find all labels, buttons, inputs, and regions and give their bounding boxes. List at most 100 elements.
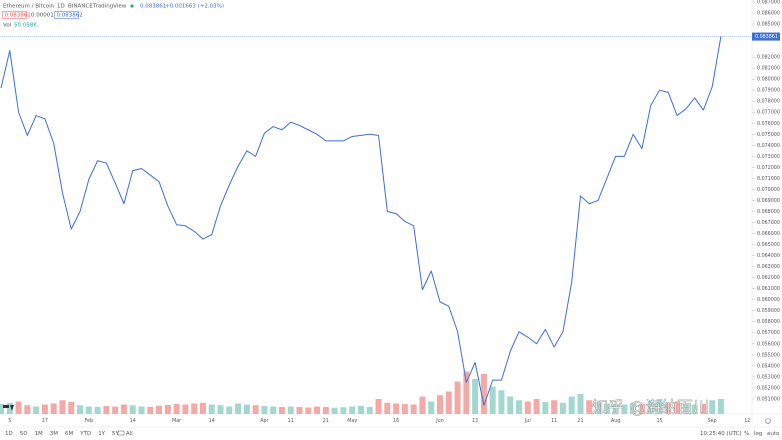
volume-bar	[208, 404, 215, 414]
volume-bar	[665, 402, 672, 414]
volume-bar	[235, 403, 242, 414]
volume-bar	[243, 404, 250, 414]
y-tick-label: 0.052000	[757, 385, 780, 391]
price-line	[0, 36, 722, 407]
volume-bar	[103, 406, 110, 414]
y-tick-label: 0.068000	[757, 209, 780, 215]
volume-bar	[164, 405, 171, 414]
x-tick-label: 15	[656, 418, 662, 424]
y-tick-label: 0.086000	[757, 11, 780, 17]
y-tick-label: 0.074000	[757, 143, 780, 149]
volume-bar	[691, 404, 698, 414]
x-tick-label: 5	[8, 418, 11, 424]
volume-bar	[331, 407, 338, 414]
bid[interactable]: 0.083861	[5, 13, 31, 19]
range-button[interactable]: YTD	[79, 431, 91, 437]
y-tick-label: 0.082000	[757, 55, 780, 61]
volume-bar	[375, 399, 382, 414]
ask[interactable]: 0.083862	[57, 13, 83, 19]
y-tick-label: 0.077000	[757, 110, 780, 116]
volume-bar	[59, 400, 66, 414]
date-range-icon[interactable]	[117, 430, 125, 436]
x-tick-label: May	[347, 418, 357, 424]
x-tick-label: Jun	[435, 418, 444, 424]
y-tick-label: 0.063000	[757, 264, 780, 270]
volume-bar	[419, 396, 426, 414]
scale-option[interactable]: log	[754, 431, 762, 437]
volume-bar	[472, 379, 479, 414]
volume-bar	[226, 406, 233, 414]
symbol-title: Ethereum / Bitcoin	[3, 4, 55, 10]
y-tick-label: 0.075000	[757, 132, 780, 138]
y-tick-label: 0.062000	[757, 275, 780, 281]
volume-bar	[147, 407, 154, 414]
volume-bar	[516, 400, 523, 414]
range-button[interactable]: 5D	[20, 431, 28, 437]
y-tick-label: 0.053000	[757, 374, 780, 380]
quote: 0.083861	[140, 4, 166, 10]
volume-bar	[357, 406, 364, 414]
range-button[interactable]: 1D	[5, 431, 13, 437]
volume-bar	[480, 374, 487, 414]
volume-bar	[305, 407, 312, 414]
volume-bar	[24, 405, 31, 414]
x-tick-label: 21	[577, 418, 583, 424]
volume-bar	[94, 407, 101, 414]
volume-bar	[261, 406, 268, 414]
current-price-box	[752, 32, 780, 41]
x-tick-label: 14	[209, 418, 215, 424]
watermark: 知乎 @海纳百川	[592, 398, 709, 417]
range-button[interactable]: 3M	[50, 431, 58, 437]
volume-bar	[0, 404, 4, 414]
tv-logo	[3, 405, 14, 411]
range-button[interactable]: 1Y	[98, 431, 105, 437]
settings-icon[interactable]	[765, 418, 771, 424]
volume-bar	[674, 401, 681, 414]
volume-bar	[454, 381, 461, 414]
scale-option[interactable]: %	[744, 431, 749, 437]
volume-bar	[191, 403, 198, 414]
volume-bar	[384, 402, 391, 414]
volume-bar	[314, 406, 321, 414]
volume-bar	[112, 406, 119, 414]
y-tick-label: 0.080000	[757, 77, 780, 83]
y-tick-label: 0.054000	[757, 363, 780, 369]
logo-part	[3, 405, 9, 408]
bid-box[interactable]	[2, 11, 27, 19]
volume-bar	[77, 405, 84, 414]
y-tick-label: 0.059000	[757, 308, 780, 314]
scale-option[interactable]: auto	[767, 431, 780, 437]
volume-bar	[296, 407, 303, 414]
volume-bar	[173, 404, 180, 414]
volume-bar	[252, 405, 259, 414]
x-tick-label: 21	[323, 418, 329, 424]
x-tick-label: 14	[130, 418, 136, 424]
volume-last: 50.058K	[14, 23, 37, 29]
x-tick-label: 11	[551, 418, 557, 424]
volume-bar	[463, 371, 470, 414]
volume-bar	[278, 407, 285, 414]
x-tick-label: 16	[393, 418, 399, 424]
range-button[interactable]: All	[126, 431, 133, 437]
exchange: BINANCE	[68, 4, 93, 10]
range-button[interactable]: 5Y	[112, 431, 119, 437]
volume-bar	[15, 401, 22, 414]
volume-bar	[138, 406, 145, 414]
x-tick-label: 17	[42, 418, 48, 424]
volume-bar	[6, 402, 13, 414]
range-button[interactable]: 1M	[34, 431, 42, 437]
volume-bar	[647, 400, 654, 414]
logo-part	[10, 405, 14, 411]
volume-bar	[129, 405, 136, 414]
spread: 0.00001	[31, 13, 54, 19]
interval: 1D	[57, 4, 65, 10]
x-tick-label: Mar	[172, 418, 181, 424]
x-tick-label: 13	[472, 418, 478, 424]
range-button[interactable]: 6M	[65, 431, 73, 437]
y-tick-label: 0.071000	[757, 176, 780, 182]
volume-bar	[700, 404, 707, 414]
y-tick-label: 0.081000	[757, 66, 780, 72]
ask-box[interactable]	[54, 11, 79, 19]
y-tick-label: 0.055000	[757, 352, 780, 358]
volume-bar	[287, 406, 294, 414]
